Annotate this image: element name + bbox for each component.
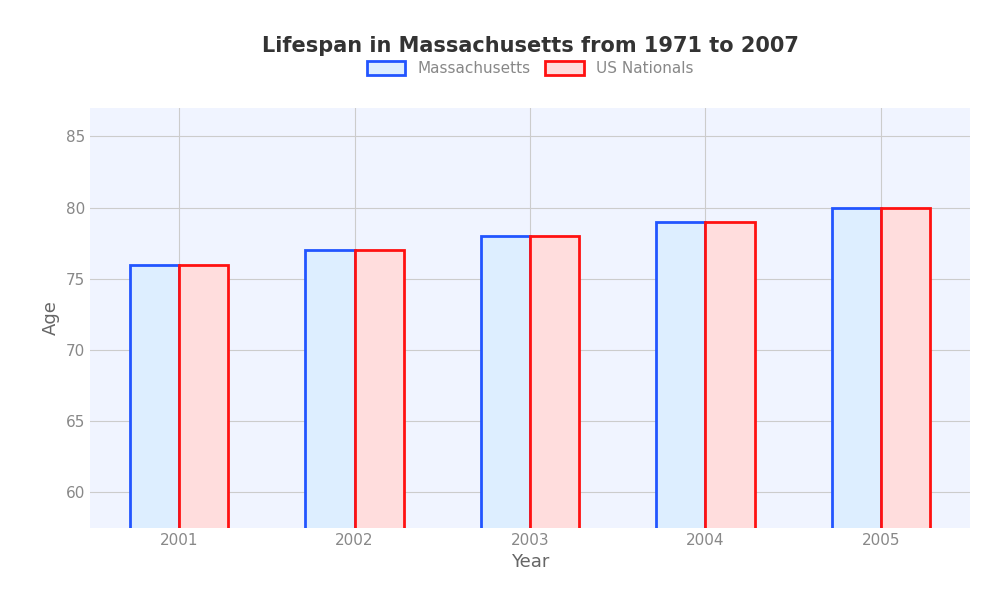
Bar: [355, 250, 404, 600]
Bar: [832, 208, 881, 600]
Bar: [179, 265, 228, 600]
Bar: [705, 222, 755, 600]
Bar: [130, 265, 179, 600]
Bar: [481, 236, 530, 600]
Bar: [881, 208, 930, 600]
Title: Lifespan in Massachusetts from 1971 to 2007: Lifespan in Massachusetts from 1971 to 2…: [262, 37, 798, 56]
Bar: [656, 222, 705, 600]
Y-axis label: Age: Age: [42, 301, 60, 335]
X-axis label: Year: Year: [511, 553, 549, 571]
Bar: [305, 250, 355, 600]
Bar: [530, 236, 579, 600]
Legend: Massachusetts, US Nationals: Massachusetts, US Nationals: [367, 61, 693, 76]
